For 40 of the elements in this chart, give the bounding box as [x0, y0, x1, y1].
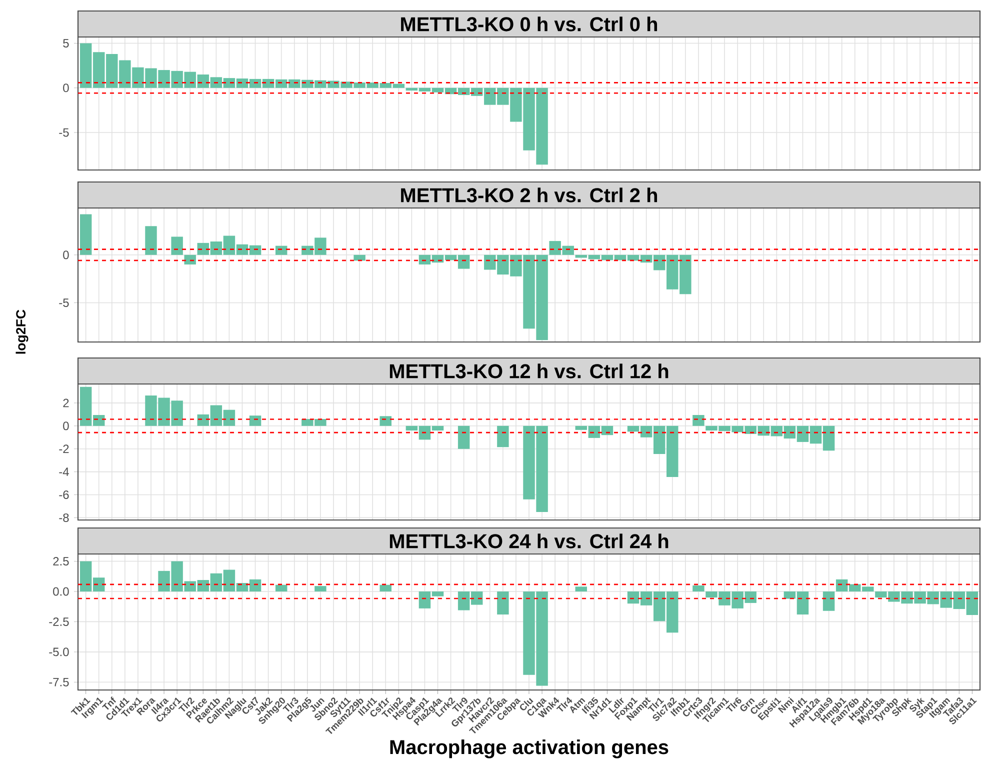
y-tick-label: 2 [63, 398, 69, 408]
bar [249, 416, 262, 426]
y-tick-label: 2.5 [53, 557, 69, 566]
bar [171, 236, 183, 255]
y-tick-label: 0 [63, 422, 69, 430]
y-tick-label: -6 [59, 490, 69, 500]
y-tick-label: -5.0 [49, 648, 69, 656]
bar [692, 414, 704, 426]
y-tick-label: -5 [59, 298, 69, 307]
chart-title: METTL3-KO 24 h vs. Ctrl 24 h [390, 534, 668, 548]
y-tick-label: -8 [59, 513, 69, 522]
bar [80, 214, 92, 255]
y-tick-label: 0 [63, 250, 69, 260]
bar [822, 591, 835, 611]
chart-title: METTL3-KO 0 h vs. Ctrl 0 h [401, 16, 658, 32]
bar [575, 586, 588, 592]
bar [184, 254, 196, 264]
bar [692, 585, 704, 592]
bar [314, 586, 326, 592]
chart-title: METTL3-KO 12 h vs. Ctrl 12 h [390, 364, 668, 378]
bar [380, 416, 392, 426]
y-tick-label: -4 [59, 468, 69, 476]
y-tick-label: -7.5 [49, 678, 69, 686]
bar [497, 426, 509, 448]
bar [275, 246, 288, 255]
bar [380, 584, 392, 592]
y-tick-label: 5 [63, 39, 69, 48]
y-tick-label: -2 [59, 444, 69, 454]
y-axis-title: log2FC [16, 310, 28, 354]
y-tick-label: 0.0 [53, 587, 69, 596]
chart-title: METTL3-KO 2 h vs. Ctrl 2 h [401, 188, 658, 202]
y-tick-label: -5 [59, 128, 69, 137]
bar [275, 584, 288, 592]
bar [497, 591, 509, 614]
y-tick-label: -2.5 [49, 617, 69, 626]
x-axis-title: Macrophage activation genes [390, 740, 668, 758]
y-tick-label: 0 [63, 84, 69, 92]
bar [458, 426, 470, 449]
bar [145, 226, 157, 255]
bar [354, 254, 366, 261]
